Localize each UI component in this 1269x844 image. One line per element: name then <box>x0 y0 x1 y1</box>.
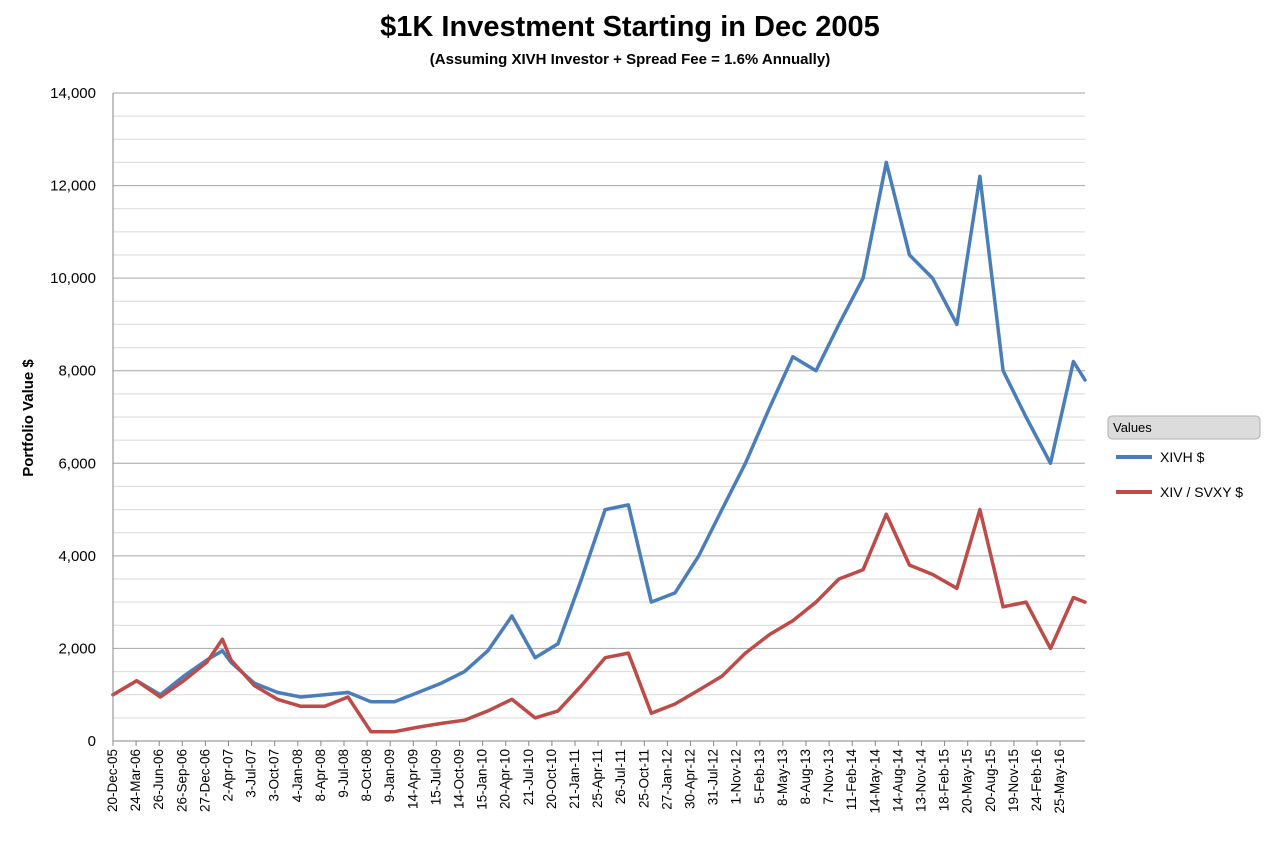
y-tick-label: 10,000 <box>50 270 96 287</box>
y-axis-ticks: 0 2,000 4,000 6,000 8,000 10,000 12,000 14,000 <box>50 85 96 750</box>
x-tick-label: 20-May-15 <box>960 749 975 814</box>
x-tick-label: 4-Jan-08 <box>290 749 305 802</box>
x-tick-label: 25-Apr-11 <box>590 749 605 808</box>
x-tick-label: 20-Dec-05 <box>105 749 120 812</box>
x-tick-label: 1-Nov-12 <box>729 749 744 805</box>
series-line-xiv-svxy <box>111 507 1087 734</box>
x-tick-label: 3-Oct-07 <box>267 749 282 802</box>
x-tick-label: 25-Oct-11 <box>636 749 651 808</box>
x-tick-label: 31-Jul-12 <box>706 749 721 805</box>
x-tick-label: 14-Oct-09 <box>452 749 467 809</box>
legend: Values XIVH $ XIV / SVXY $ <box>1107 415 1261 500</box>
x-tick-label: 8-Oct-08 <box>359 749 374 802</box>
x-tick-label: 5-Feb-13 <box>752 749 767 804</box>
x-tick-label: 8-Aug-13 <box>798 749 813 805</box>
x-tick-label: 25-May-16 <box>1052 749 1067 814</box>
x-tick-label: 26-Sep-06 <box>174 749 189 812</box>
legend-label-xivh: XIVH $ <box>1160 449 1205 465</box>
y-tick-label: 12,000 <box>50 178 96 195</box>
x-tick-label: 7-Nov-13 <box>821 749 836 805</box>
x-tick-label: 3-Jul-07 <box>244 749 259 798</box>
y-tick-label: 8,000 <box>58 363 96 380</box>
x-tick-label: 26-Jun-06 <box>151 749 166 810</box>
x-tick-label: 20-Aug-15 <box>983 749 998 812</box>
x-tick-label: 18-Feb-15 <box>937 749 952 811</box>
plot-area: 02,0004,0006,0008,00010,00012,00014,000 … <box>50 85 1087 814</box>
y-axis-label: Portfolio Value $ <box>20 359 37 477</box>
x-tick-label: 14-May-14 <box>867 749 882 814</box>
chart-title: $1K Investment Starting in Dec 2005 <box>380 11 880 43</box>
series-line-xivh <box>111 160 1087 704</box>
x-tick-label: 21-Jul-10 <box>521 749 536 805</box>
series-lines <box>111 160 1087 734</box>
x-tick-label: 11-Feb-14 <box>844 749 859 811</box>
x-tick-label: 21-Jan-11 <box>567 749 582 809</box>
x-tick-label: 15-Jan-10 <box>475 749 490 810</box>
y-tick-label: 4,000 <box>58 548 96 565</box>
x-tick-label: 27-Dec-06 <box>197 749 212 812</box>
y-tick-label: 6,000 <box>58 455 96 472</box>
major-gridlines <box>113 92 1085 649</box>
x-tick-label: 9-Jul-08 <box>336 749 351 798</box>
x-tick-label: 8-Apr-08 <box>313 749 328 802</box>
legend-title: Values <box>1113 420 1152 435</box>
x-tick-label: 27-Jan-12 <box>659 749 674 810</box>
legend-label-xiv-svxy: XIV / SVXY $ <box>1160 484 1243 500</box>
x-tick-label: 2-Apr-07 <box>221 749 236 802</box>
x-tick-label: 24-Mar-06 <box>128 749 143 811</box>
x-tick-label: 20-Oct-10 <box>544 749 559 809</box>
x-tick-label: 20-Apr-10 <box>498 749 513 809</box>
x-tick-label: 13-Nov-14 <box>914 749 929 813</box>
legend-title-box[interactable] <box>1107 415 1261 440</box>
x-axis-ticks: 20-Dec-05 24-Mar-06 26-Jun-06 26-Sep-06 27-D… <box>105 741 1067 814</box>
x-tick-label: 30-Apr-12 <box>683 749 698 809</box>
x-tick-label: 24-Feb-16 <box>1029 749 1044 811</box>
y-tick-label: 2,000 <box>58 640 96 657</box>
x-tick-label: 26-Jul-11 <box>613 749 628 804</box>
x-tick-label: 14-Aug-14 <box>890 749 905 813</box>
x-tick-label: 9-Jan-09 <box>382 749 397 802</box>
x-tick-label: 19-Nov-15 <box>1006 749 1021 812</box>
x-tick-label: 14-Apr-09 <box>405 749 420 809</box>
y-tick-label: 14,000 <box>50 85 96 102</box>
x-tick-label: 15-Jul-09 <box>428 749 443 805</box>
minor-gridlines <box>113 115 1085 719</box>
y-tick-label: 0 <box>88 733 96 750</box>
x-tick-label: 8-May-13 <box>775 749 790 806</box>
chart-subtitle: (Assuming XIVH Investor + Spread Fee = 1… <box>430 51 830 68</box>
